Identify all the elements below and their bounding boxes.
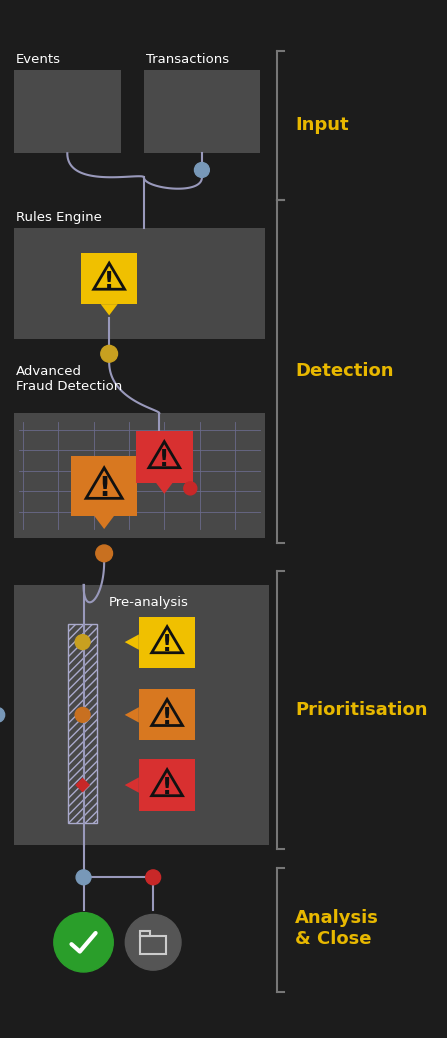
Text: !: ! [162, 776, 172, 799]
Text: !: ! [98, 476, 110, 502]
Text: !: ! [159, 448, 169, 471]
Text: !: ! [104, 270, 114, 293]
Text: Analysis
& Close: Analysis & Close [295, 909, 379, 948]
Polygon shape [156, 483, 173, 494]
FancyBboxPatch shape [139, 617, 195, 667]
Text: Advanced
Fraud Detection: Advanced Fraud Detection [16, 364, 122, 392]
Circle shape [75, 708, 90, 722]
Polygon shape [94, 516, 114, 529]
Polygon shape [152, 769, 182, 796]
Circle shape [101, 346, 118, 362]
Text: Events: Events [16, 53, 61, 66]
FancyBboxPatch shape [71, 456, 137, 516]
Polygon shape [101, 304, 118, 316]
Polygon shape [94, 264, 125, 290]
Circle shape [54, 912, 113, 972]
Circle shape [184, 482, 197, 495]
Polygon shape [125, 777, 139, 793]
Polygon shape [125, 707, 139, 722]
Polygon shape [125, 634, 139, 650]
Text: Prioritisation: Prioritisation [295, 702, 428, 719]
FancyBboxPatch shape [144, 70, 260, 154]
FancyBboxPatch shape [139, 689, 195, 740]
FancyBboxPatch shape [14, 70, 121, 154]
Text: Input: Input [295, 116, 349, 134]
Polygon shape [152, 627, 182, 653]
Text: Transactions: Transactions [146, 53, 229, 66]
FancyBboxPatch shape [14, 227, 265, 339]
Circle shape [76, 870, 91, 884]
Polygon shape [149, 441, 180, 468]
Circle shape [0, 708, 4, 722]
Circle shape [75, 634, 90, 650]
Text: Rules Engine: Rules Engine [16, 211, 101, 224]
Circle shape [125, 914, 181, 971]
Polygon shape [75, 777, 90, 792]
Circle shape [96, 545, 113, 562]
FancyBboxPatch shape [14, 413, 265, 539]
FancyBboxPatch shape [14, 584, 269, 845]
Circle shape [146, 870, 160, 884]
Text: !: ! [162, 633, 172, 656]
FancyBboxPatch shape [81, 253, 137, 304]
FancyBboxPatch shape [136, 432, 193, 483]
Text: Detection: Detection [295, 362, 394, 380]
Polygon shape [152, 700, 182, 726]
Polygon shape [86, 468, 122, 498]
FancyBboxPatch shape [139, 760, 195, 811]
Text: !: ! [162, 706, 172, 729]
Text: Pre-analysis: Pre-analysis [108, 596, 188, 609]
Circle shape [194, 163, 209, 177]
